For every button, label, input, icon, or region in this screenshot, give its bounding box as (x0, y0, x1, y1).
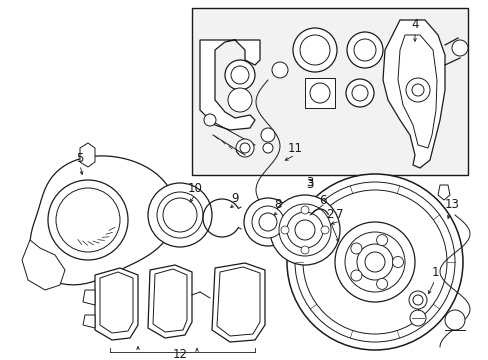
Circle shape (345, 232, 404, 292)
Text: 13: 13 (444, 198, 459, 211)
Text: 1: 1 (430, 266, 438, 279)
Circle shape (269, 195, 339, 265)
Circle shape (227, 88, 251, 112)
Circle shape (224, 60, 254, 90)
Circle shape (405, 78, 429, 102)
Polygon shape (80, 143, 95, 167)
Circle shape (392, 256, 403, 267)
Text: 2: 2 (325, 208, 333, 221)
Text: 8: 8 (274, 198, 281, 211)
Circle shape (286, 174, 462, 350)
Text: 5: 5 (76, 152, 83, 165)
Circle shape (240, 143, 249, 153)
Circle shape (261, 128, 274, 142)
Circle shape (279, 204, 330, 256)
Circle shape (350, 243, 361, 254)
Circle shape (301, 206, 308, 214)
Text: 10: 10 (187, 181, 202, 194)
Circle shape (451, 40, 467, 56)
Polygon shape (305, 78, 334, 108)
Circle shape (157, 192, 203, 238)
Polygon shape (212, 263, 264, 342)
Circle shape (376, 235, 387, 246)
Circle shape (203, 114, 216, 126)
Text: 3: 3 (305, 175, 313, 189)
Circle shape (376, 278, 387, 289)
Circle shape (334, 222, 414, 302)
Circle shape (294, 182, 454, 342)
Polygon shape (148, 265, 192, 338)
Polygon shape (30, 156, 175, 285)
Circle shape (444, 310, 464, 330)
Text: 3: 3 (305, 179, 313, 192)
Circle shape (320, 226, 328, 234)
Circle shape (294, 220, 314, 240)
Polygon shape (83, 315, 95, 328)
Circle shape (408, 291, 426, 309)
Circle shape (230, 66, 248, 84)
Circle shape (163, 198, 197, 232)
Circle shape (350, 270, 361, 281)
Text: 9: 9 (231, 192, 238, 204)
Circle shape (148, 183, 212, 247)
Bar (192, 8, 467, 175)
Circle shape (411, 84, 423, 96)
Circle shape (346, 32, 382, 68)
Circle shape (309, 83, 329, 103)
Text: 12: 12 (172, 348, 187, 360)
Circle shape (364, 252, 384, 272)
Text: 4: 4 (410, 18, 418, 31)
Circle shape (263, 143, 272, 153)
Polygon shape (22, 240, 65, 290)
Text: 11: 11 (287, 141, 302, 154)
Circle shape (244, 198, 291, 246)
Text: 6: 6 (319, 194, 326, 207)
Circle shape (346, 79, 373, 107)
Circle shape (303, 190, 446, 334)
Circle shape (271, 62, 287, 78)
Polygon shape (200, 40, 260, 130)
Text: 7: 7 (336, 208, 343, 221)
Polygon shape (217, 267, 260, 336)
Circle shape (292, 28, 336, 72)
Polygon shape (437, 185, 449, 200)
Circle shape (286, 212, 323, 248)
Circle shape (48, 180, 128, 260)
Circle shape (301, 246, 308, 254)
Circle shape (56, 188, 120, 252)
Circle shape (259, 213, 276, 231)
Circle shape (356, 244, 392, 280)
Polygon shape (153, 269, 186, 332)
Circle shape (251, 206, 284, 238)
Circle shape (236, 139, 253, 157)
Circle shape (409, 310, 425, 326)
Circle shape (351, 85, 367, 101)
Circle shape (353, 39, 375, 61)
Polygon shape (397, 35, 436, 148)
Polygon shape (95, 268, 138, 340)
Circle shape (299, 35, 329, 65)
Circle shape (412, 295, 422, 305)
Polygon shape (382, 20, 444, 168)
Circle shape (281, 226, 288, 234)
Polygon shape (83, 290, 95, 305)
Polygon shape (100, 272, 133, 333)
